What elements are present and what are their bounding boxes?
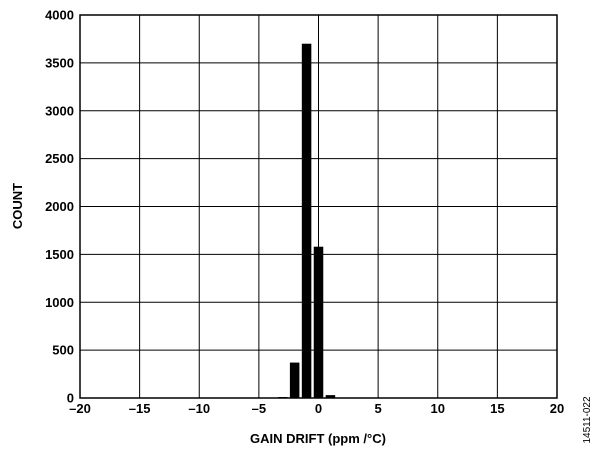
y-axis-title: COUNT (10, 183, 25, 229)
y-tick-label: 2000 (45, 199, 74, 214)
x-tick-label: –20 (69, 401, 91, 416)
x-tick-label: 5 (375, 401, 382, 416)
y-tick-label: 1500 (45, 247, 74, 262)
x-axis-title: GAIN DRIFT (ppm /°C) (250, 431, 386, 446)
y-tick-label: 4000 (45, 8, 74, 23)
x-tick-label: –10 (188, 401, 210, 416)
x-tick-label: –15 (129, 401, 151, 416)
histogram-bar (325, 395, 336, 398)
y-tick-label: 2500 (45, 151, 74, 166)
plot-frame (79, 14, 558, 399)
histogram-bar (313, 246, 324, 398)
y-tick-labels: 0 500 1000 1500 2000 2500 3000 3500 4000 (45, 8, 74, 406)
y-tick-label: 0 (67, 391, 74, 406)
histogram-bar (289, 362, 300, 398)
bars (277, 43, 336, 398)
x-tick-label: 15 (490, 401, 504, 416)
y-tick-label: 500 (52, 343, 74, 358)
y-tick-label: 1000 (45, 295, 74, 310)
x-tick-label: 0 (315, 401, 322, 416)
x-tick-label: –5 (252, 401, 266, 416)
histogram-bar (301, 43, 312, 398)
x-tick-label: 10 (431, 401, 445, 416)
y-tick-label: 3000 (45, 103, 74, 118)
x-tick-label: 20 (550, 401, 564, 416)
figure-id: 14511-022 (582, 396, 593, 444)
y-tick-label: 3500 (45, 55, 74, 70)
x-tick-labels: –20 –15 –10 –5 0 5 10 15 20 (69, 401, 564, 416)
grid (80, 15, 557, 398)
